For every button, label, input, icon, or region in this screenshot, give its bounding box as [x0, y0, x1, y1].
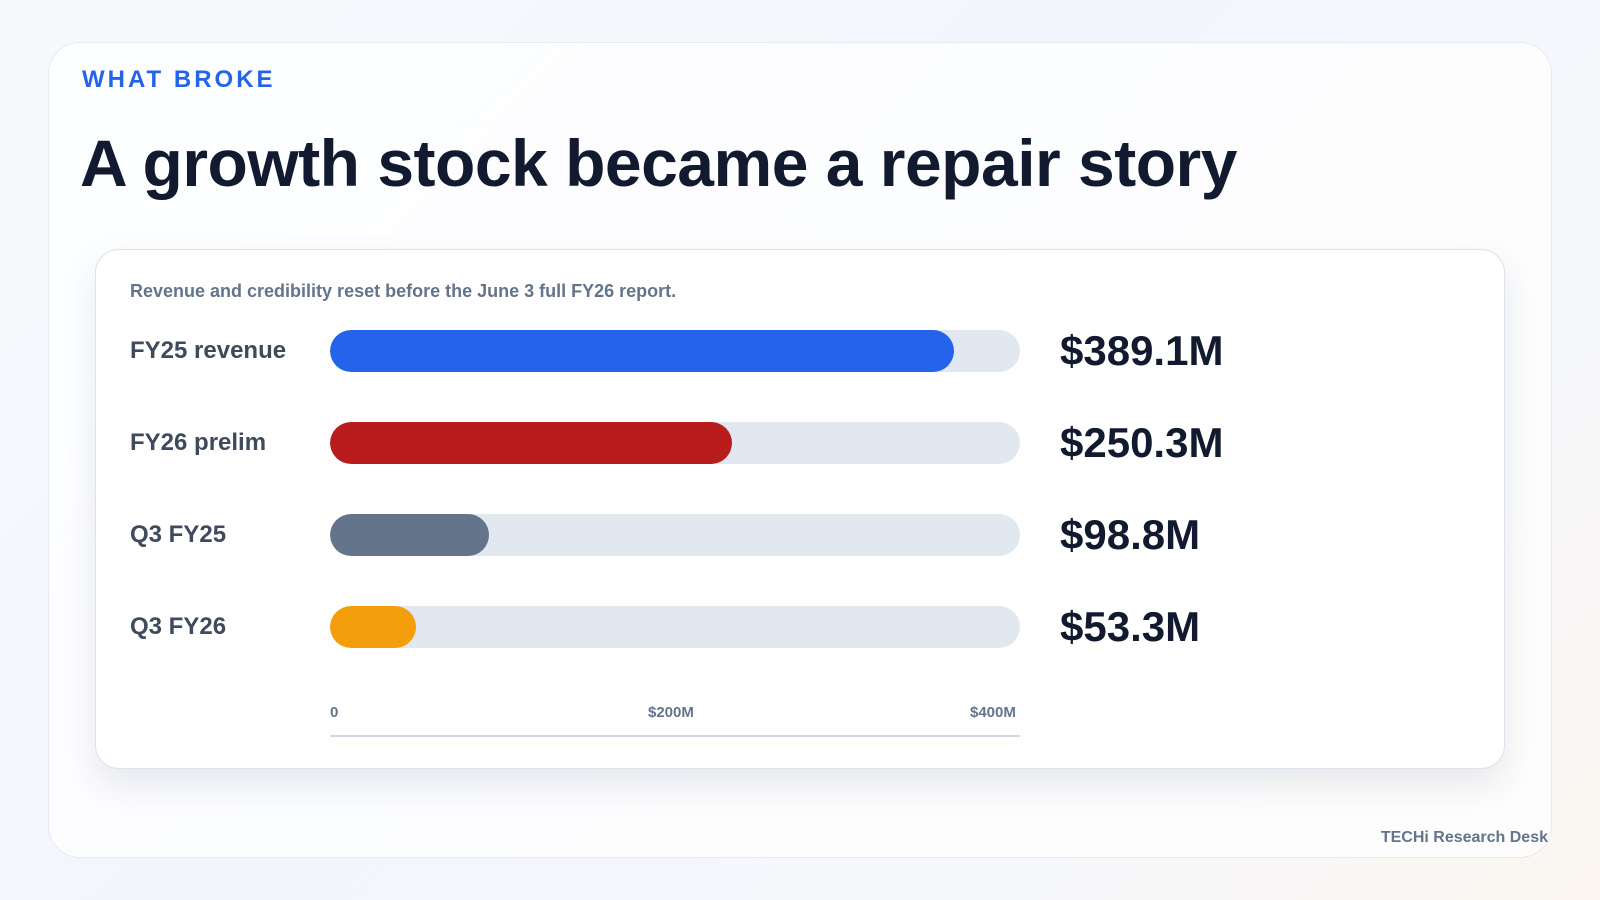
- bar-category-label: FY25 revenue: [130, 337, 287, 364]
- bar-category-label: Q3 FY25: [130, 521, 227, 548]
- bar-value-label: $53.3M: [1060, 603, 1201, 650]
- x-tick-label: $200M: [648, 704, 694, 721]
- x-axis-line: [330, 735, 1020, 737]
- eyebrow: WHAT BROKE: [82, 66, 276, 93]
- page-title: A growth stock became a repair story: [80, 126, 1237, 200]
- bar-track: [330, 422, 1020, 464]
- footer-credit: TECHi Research Desk: [1380, 829, 1548, 846]
- bar-value-label: $98.8M: [1060, 511, 1201, 558]
- bar-category-label: Q3 FY26: [130, 613, 227, 640]
- bar-track: [330, 330, 1020, 372]
- x-tick-label: 0: [330, 704, 339, 721]
- chart-card: [95, 249, 1505, 769]
- bar-value-label: $389.1M: [1060, 327, 1224, 374]
- bar: [330, 606, 416, 648]
- bar-category-label: FY26 prelim: [130, 429, 267, 456]
- bar: [330, 330, 955, 372]
- x-tick-label: $400M: [970, 704, 1016, 721]
- bar: [330, 422, 732, 464]
- bar-track: [330, 606, 1020, 648]
- chart-subtitle: Revenue and credibility reset before the…: [130, 281, 677, 301]
- bar-value-label: $250.3M: [1060, 419, 1224, 466]
- bar-track: [330, 514, 1020, 556]
- bar: [330, 514, 489, 556]
